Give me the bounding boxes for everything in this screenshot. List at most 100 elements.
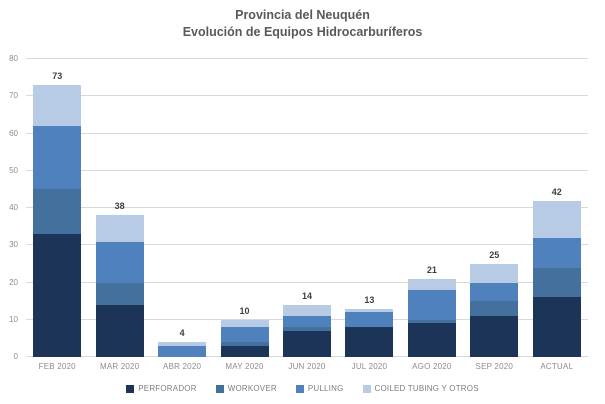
y-axis-tick-label: 20 <box>9 277 18 287</box>
bar-group: 38 <box>88 59 150 357</box>
x-axis-label: ACTUAL <box>540 362 574 371</box>
bar-segment-coiled-tubing-y-otros <box>95 215 144 242</box>
y-axis-tick-label: 70 <box>9 91 18 101</box>
x-axis-label: FEB 2020 <box>38 362 76 371</box>
bar-stack <box>95 215 144 357</box>
x-axis-label: AGO 2020 <box>412 362 452 371</box>
gridline <box>26 281 588 283</box>
bar-segment-workover <box>95 282 144 305</box>
bar-stack <box>220 319 269 357</box>
bar-segment-pulling <box>33 126 82 190</box>
y-axis-tick-label: 0 <box>13 352 18 361</box>
gridline <box>26 95 588 97</box>
x-axis: FEB 2020 MAR 2020 ABR 2020 MAY 2020 JUN 2020… <box>26 362 588 371</box>
bar-segment-perforador <box>95 304 144 357</box>
legend-swatch-icon <box>362 384 371 393</box>
bar-segment-workover <box>532 267 581 298</box>
bar-total-label: 38 <box>114 201 125 212</box>
bar-segment-perforador <box>345 327 394 357</box>
bar-total-label: 13 <box>364 294 375 305</box>
bar-group: 13 <box>338 59 400 357</box>
bar-segment-perforador <box>282 330 331 357</box>
bar-segment-coiled-tubing-y-otros <box>33 85 82 127</box>
bar-stack <box>407 278 456 357</box>
bar-segment-workover <box>33 189 82 235</box>
bar-segment-pulling <box>220 327 269 343</box>
bar-segment-coiled-tubing-y-otros <box>220 319 269 328</box>
legend: PERFORADOR WORKOVER PULLING COILED TUBING Y… <box>0 384 605 393</box>
gridline <box>26 132 588 134</box>
bar-group: 42 <box>526 59 588 357</box>
bar-segment-workover <box>470 301 519 317</box>
chart-title-line2: Evolución de Equipos Hidrocarburíferos <box>182 25 423 39</box>
legend-label: PERFORADOR <box>138 384 197 393</box>
bar-segment-perforador <box>33 234 82 357</box>
bar-segment-pulling <box>345 312 394 328</box>
bar-total-label: 21 <box>426 264 437 275</box>
bar-segment-workover <box>407 319 456 324</box>
x-axis-label: JUN 2020 <box>288 362 326 371</box>
x-axis-label: JUL 2020 <box>351 362 388 371</box>
legend-item: WORKOVER <box>215 384 277 393</box>
x-axis-label: MAY 2020 <box>225 362 264 371</box>
gridline <box>26 169 588 171</box>
chart-title-line1: Provincia del Neuquén <box>235 8 370 22</box>
bar-group: 10 <box>213 59 275 357</box>
bar-group: 21 <box>401 59 463 357</box>
bar-total-label: 25 <box>489 249 500 260</box>
legend-item: COILED TUBING Y OTROS <box>362 384 479 393</box>
bar-group: 4 <box>151 59 213 357</box>
bar-segment-pulling <box>158 345 207 357</box>
bar-segment-coiled-tubing-y-otros <box>158 342 207 346</box>
bar-stack <box>345 308 394 357</box>
bar-total-label: 14 <box>301 290 312 301</box>
bar-segment-pulling <box>532 237 581 268</box>
bar-total-label: 4 <box>179 328 185 339</box>
x-axis-label: MAR 2020 <box>99 362 140 371</box>
bar-group: 73 <box>26 59 88 357</box>
y-axis-tick-label: 60 <box>9 128 18 138</box>
x-axis-label: ABR 2020 <box>163 362 202 371</box>
y-axis: 0 10 20 30 40 50 60 70 80 <box>0 54 21 361</box>
legend-item: PULLING <box>295 384 344 393</box>
chart-title: Provincia del Neuquén Evolución de Equip… <box>0 7 605 41</box>
bars-layer: 73 38 4 10 14 13 21 25 42 <box>26 59 588 357</box>
bar-segment-coiled-tubing-y-otros <box>282 304 331 317</box>
bar-total-label: 73 <box>52 71 63 82</box>
legend-label: WORKOVER <box>227 384 277 393</box>
bar-segment-pulling <box>470 282 519 302</box>
bar-total-label: 42 <box>551 186 562 197</box>
bar-segment-pulling <box>95 241 144 283</box>
x-axis-label: SEP 2020 <box>475 362 514 371</box>
y-axis-tick-label: 30 <box>9 240 18 250</box>
plot-area: 73 38 4 10 14 13 21 25 42 <box>26 58 588 357</box>
bar-segment-coiled-tubing-y-otros <box>532 200 581 238</box>
bar-stack <box>470 263 519 357</box>
gridline <box>26 58 588 59</box>
bar-segment-coiled-tubing-y-otros <box>470 263 519 283</box>
bar-stack <box>282 304 331 357</box>
legend-item: PERFORADOR <box>126 384 197 393</box>
legend-swatch-icon <box>295 384 304 393</box>
legend-label: PULLING <box>307 384 344 393</box>
bar-group: 25 <box>463 59 525 357</box>
bar-segment-pulling <box>407 289 456 320</box>
bar-group: 14 <box>276 59 338 357</box>
bar-total-label: 10 <box>239 305 250 316</box>
bar-segment-perforador <box>407 323 456 357</box>
bar-segment-pulling <box>282 316 331 328</box>
bar-stack <box>532 200 581 357</box>
legend-swatch-icon <box>215 384 224 393</box>
bar-stack <box>158 342 207 357</box>
bar-segment-workover <box>282 327 331 331</box>
bar-segment-coiled-tubing-y-otros <box>345 308 394 313</box>
gridline <box>26 244 588 246</box>
y-axis-tick-label: 80 <box>9 54 18 63</box>
legend-swatch-icon <box>126 384 135 393</box>
bar-segment-perforador <box>532 297 581 357</box>
legend-label: COILED TUBING Y OTROS <box>374 384 479 393</box>
y-axis-tick-label: 10 <box>9 314 18 324</box>
gridline <box>26 207 588 208</box>
y-axis-tick-label: 40 <box>9 203 18 212</box>
